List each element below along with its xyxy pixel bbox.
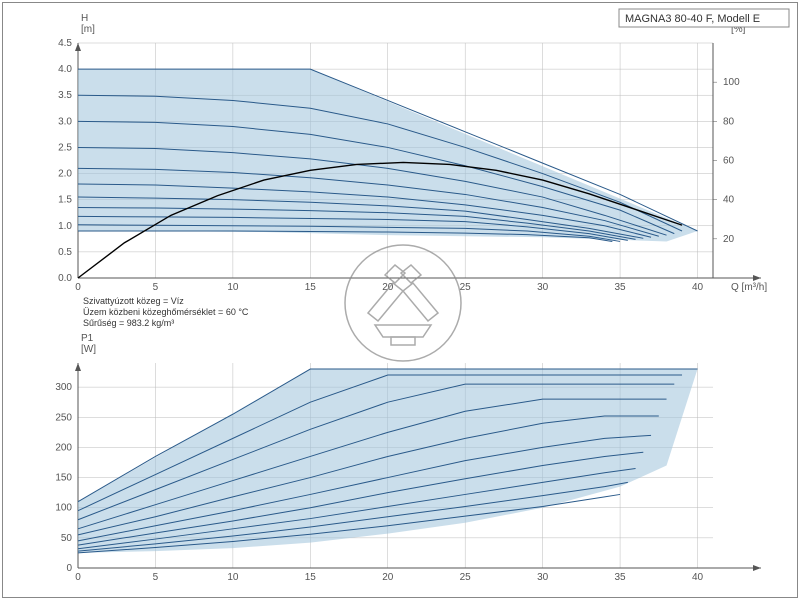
svg-text:2.0: 2.0 [58, 169, 72, 180]
svg-text:30: 30 [537, 282, 549, 293]
svg-text:25: 25 [460, 282, 472, 293]
svg-text:0: 0 [75, 572, 81, 583]
svg-text:30: 30 [537, 572, 549, 583]
svg-text:20: 20 [382, 572, 394, 583]
svg-text:1.0: 1.0 [58, 221, 72, 232]
svg-text:P1: P1 [81, 333, 94, 344]
svg-text:60: 60 [723, 156, 735, 167]
svg-text:[W]: [W] [81, 344, 96, 355]
svg-text:80: 80 [723, 116, 735, 127]
svg-text:300: 300 [55, 382, 72, 393]
svg-text:35: 35 [615, 282, 627, 293]
svg-text:15: 15 [305, 572, 317, 583]
svg-text:3.5: 3.5 [58, 90, 72, 101]
svg-text:0.0: 0.0 [58, 273, 72, 284]
svg-text:40: 40 [692, 572, 704, 583]
svg-text:[m]: [m] [81, 24, 95, 35]
chart-svg: 0 5 10 15 20 25 30 35 40 0.0 0.5 1.0 1.5 2.0 2.5 3.0 3.5… [3, 3, 797, 597]
svg-text:4.0: 4.0 [58, 64, 72, 75]
svg-text:MAGNA3 80-40 F, Modell E: MAGNA3 80-40 F, Modell E [625, 13, 760, 25]
svg-text:250: 250 [55, 412, 72, 423]
svg-text:1.5: 1.5 [58, 195, 72, 206]
svg-text:Q [m³/h]: Q [m³/h] [731, 282, 767, 293]
svg-text:3.0: 3.0 [58, 116, 72, 127]
svg-text:15: 15 [305, 282, 317, 293]
svg-text:0: 0 [66, 563, 72, 574]
chart-frame: 0 5 10 15 20 25 30 35 40 0.0 0.5 1.0 1.5 2.0 2.5 3.0 3.5… [2, 2, 798, 598]
svg-text:Szivattyúzott közeg = Víz: Szivattyúzott közeg = Víz [83, 296, 184, 306]
svg-text:5: 5 [153, 572, 159, 583]
svg-text:0.5: 0.5 [58, 247, 72, 258]
svg-text:40: 40 [692, 282, 704, 293]
svg-text:25: 25 [460, 572, 472, 583]
svg-text:10: 10 [227, 572, 239, 583]
svg-text:4.5: 4.5 [58, 38, 72, 49]
svg-text:35: 35 [615, 572, 627, 583]
svg-text:0: 0 [75, 282, 81, 293]
svg-text:10: 10 [227, 282, 239, 293]
svg-text:40: 40 [723, 195, 735, 206]
svg-text:20: 20 [723, 234, 735, 245]
svg-text:5: 5 [153, 282, 159, 293]
svg-text:50: 50 [61, 533, 73, 544]
svg-text:Sűrűség = 983.2 kg/m³: Sűrűség = 983.2 kg/m³ [83, 318, 174, 328]
svg-text:Üzem közbeni közeghőmérséklet: Üzem közbeni közeghőmérséklet = 60 °C [83, 307, 249, 317]
svg-text:100: 100 [55, 503, 72, 514]
svg-text:150: 150 [55, 473, 72, 484]
svg-text:100: 100 [723, 77, 740, 88]
svg-text:200: 200 [55, 442, 72, 453]
svg-text:2.5: 2.5 [58, 142, 72, 153]
svg-text:H: H [81, 13, 88, 24]
